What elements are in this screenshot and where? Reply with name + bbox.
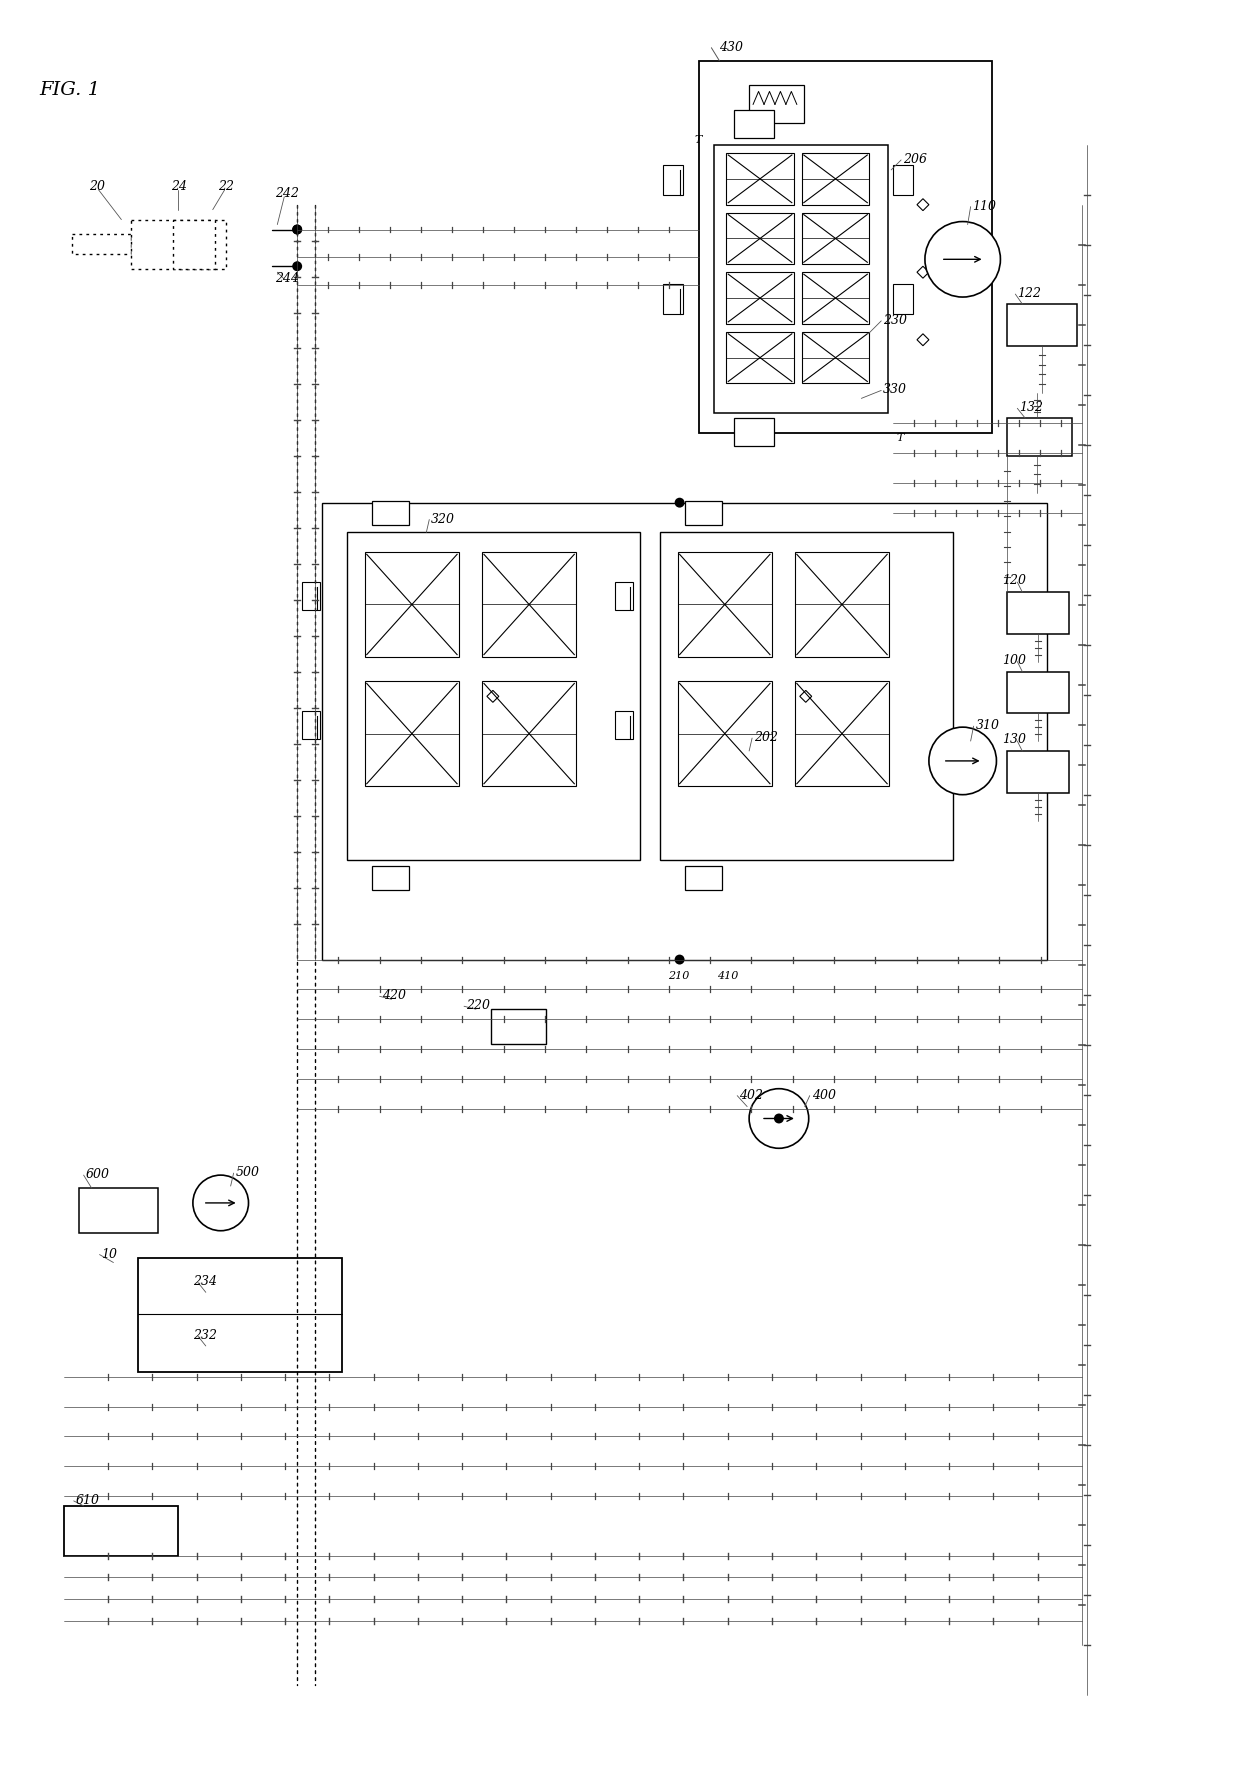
Bar [1007,419,1071,457]
Bar [372,501,409,525]
Bar [802,213,869,265]
Polygon shape [918,199,929,211]
Text: 210: 210 [667,971,689,981]
Bar [802,152,869,204]
Text: 320: 320 [432,512,455,525]
Bar [482,681,577,786]
Bar [727,152,794,204]
Circle shape [925,222,1001,297]
Bar [727,331,794,383]
Circle shape [293,261,301,270]
Text: 22: 22 [218,179,233,193]
Bar [802,272,869,324]
Text: 120: 120 [1002,575,1027,587]
Text: FIG. 1: FIG. 1 [38,81,100,99]
Text: 220: 220 [466,999,490,1012]
Text: 310: 310 [976,720,999,733]
Circle shape [675,955,684,965]
Bar [365,681,459,786]
Bar [684,867,723,890]
Bar [1007,672,1069,713]
Bar [138,1257,342,1372]
Circle shape [193,1175,248,1230]
Polygon shape [918,267,929,278]
Text: 330: 330 [883,383,908,396]
Bar [303,582,320,611]
Text: 430: 430 [719,41,743,54]
Circle shape [293,261,303,270]
Bar [131,220,226,269]
Bar [677,552,773,657]
Text: 600: 600 [86,1168,109,1180]
Text: 206: 206 [903,152,928,167]
Polygon shape [800,690,812,702]
Text: 24: 24 [171,179,187,193]
Circle shape [929,727,997,795]
Text: 402: 402 [739,1089,763,1101]
Circle shape [675,498,684,507]
Bar [795,552,889,657]
Circle shape [749,1089,808,1148]
Text: 202: 202 [754,731,777,743]
Bar [78,1187,159,1232]
Text: 400: 400 [812,1089,836,1101]
Bar [893,285,913,313]
Circle shape [293,224,303,235]
Bar [63,1506,179,1556]
Bar [727,213,794,265]
Bar [893,165,913,195]
Polygon shape [487,690,498,702]
Bar [365,552,459,657]
Bar [734,111,774,138]
Text: 232: 232 [193,1329,217,1341]
Bar [303,711,320,740]
Bar [72,235,131,254]
Text: 20: 20 [88,179,104,193]
Text: T: T [897,433,904,442]
Bar [491,1010,546,1044]
Bar [677,681,773,786]
Bar [660,532,952,860]
Bar [347,532,640,860]
Text: 132: 132 [1019,401,1043,414]
Bar [699,61,992,433]
Bar [1007,593,1069,634]
Bar [802,331,869,383]
Text: 110: 110 [972,201,997,213]
Bar [727,272,794,324]
Text: 10: 10 [102,1248,118,1261]
Bar [714,145,888,414]
Bar [615,582,632,611]
Text: 244: 244 [275,272,299,285]
Bar [1007,750,1069,793]
Text: 500: 500 [236,1166,259,1178]
Bar [174,220,215,269]
Circle shape [774,1114,784,1123]
Bar [662,285,682,313]
Text: 230: 230 [883,313,908,328]
Bar [372,867,409,890]
Text: 122: 122 [1017,287,1042,301]
Bar [322,503,1047,960]
Polygon shape [918,333,929,346]
Bar [482,552,577,657]
Bar [734,419,774,446]
Text: 610: 610 [76,1494,99,1506]
Circle shape [293,224,303,235]
Text: 420: 420 [382,989,405,1003]
Bar [795,681,889,786]
Bar [662,165,682,195]
Text: 242: 242 [275,186,299,201]
Bar [749,86,804,124]
Bar [684,501,723,525]
Bar [1007,304,1076,346]
Text: T: T [694,134,702,145]
Bar [615,711,632,740]
Text: 130: 130 [1002,733,1027,747]
Text: 234: 234 [193,1275,217,1288]
Text: 100: 100 [1002,654,1027,666]
Text: 410: 410 [718,971,739,981]
